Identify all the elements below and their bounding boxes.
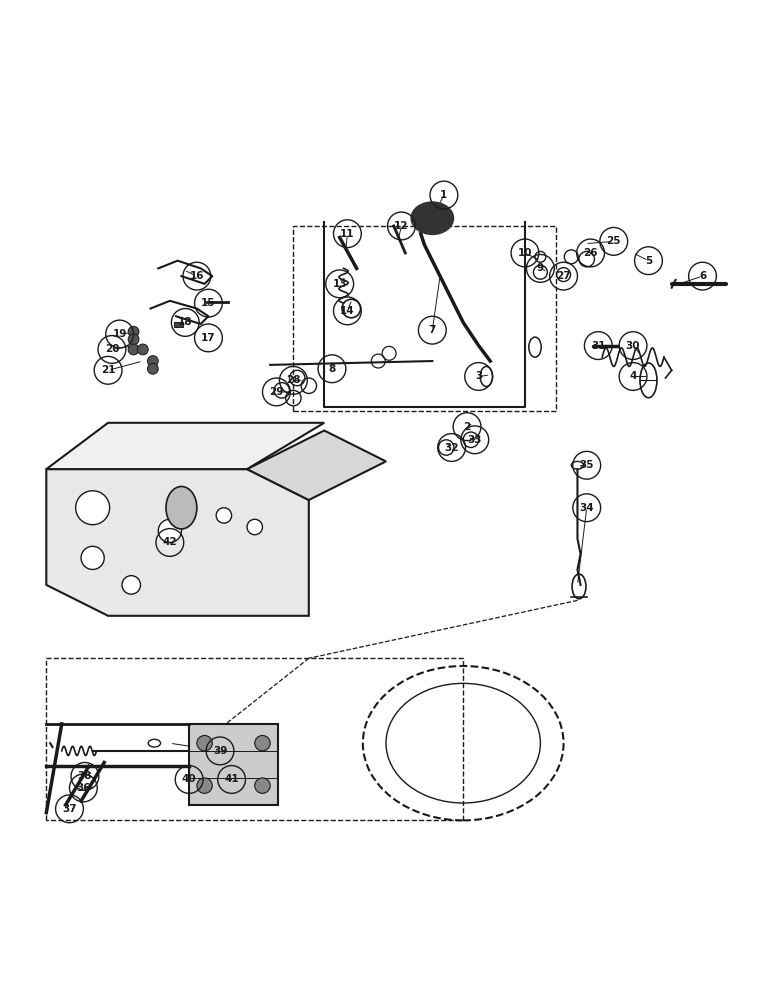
Text: 20: 20 <box>105 344 119 354</box>
Text: 4: 4 <box>629 371 637 381</box>
Ellipse shape <box>411 202 454 234</box>
Text: 28: 28 <box>286 375 300 385</box>
Text: 40: 40 <box>182 774 196 784</box>
Circle shape <box>216 508 232 523</box>
Text: 12: 12 <box>394 221 408 231</box>
Text: 18: 18 <box>178 317 192 327</box>
Text: 1: 1 <box>440 190 448 200</box>
Text: 39: 39 <box>213 746 227 756</box>
Text: 41: 41 <box>225 774 239 784</box>
Text: 14: 14 <box>340 306 354 316</box>
Circle shape <box>197 735 212 751</box>
Text: 10: 10 <box>518 248 532 258</box>
Circle shape <box>197 778 212 793</box>
Text: 32: 32 <box>445 443 459 453</box>
Polygon shape <box>247 431 386 500</box>
Polygon shape <box>46 469 309 616</box>
Text: 33: 33 <box>468 435 482 445</box>
Circle shape <box>247 519 262 535</box>
Circle shape <box>128 334 139 345</box>
Text: 17: 17 <box>201 333 215 343</box>
Circle shape <box>76 491 110 525</box>
Text: 31: 31 <box>591 341 605 351</box>
Text: 21: 21 <box>101 365 115 375</box>
Circle shape <box>147 356 158 366</box>
Text: 42: 42 <box>163 537 177 547</box>
Text: 15: 15 <box>201 298 215 308</box>
Text: 6: 6 <box>699 271 706 281</box>
Text: 37: 37 <box>63 804 76 814</box>
Text: 2: 2 <box>463 422 471 432</box>
Text: 7: 7 <box>428 325 436 335</box>
Circle shape <box>255 778 270 793</box>
Text: 3: 3 <box>475 371 482 381</box>
Text: 9: 9 <box>537 263 544 273</box>
Text: 25: 25 <box>607 236 621 246</box>
Circle shape <box>147 363 158 374</box>
Text: 29: 29 <box>269 387 283 397</box>
Circle shape <box>158 519 181 542</box>
Text: 34: 34 <box>580 503 594 513</box>
Text: 8: 8 <box>328 364 336 374</box>
Text: 35: 35 <box>580 460 594 470</box>
Polygon shape <box>189 724 278 805</box>
Circle shape <box>128 326 139 337</box>
Circle shape <box>255 735 270 751</box>
Circle shape <box>128 344 139 355</box>
Text: 11: 11 <box>340 229 354 239</box>
Text: 30: 30 <box>626 341 640 351</box>
Circle shape <box>137 344 148 355</box>
Text: 19: 19 <box>113 329 127 339</box>
Ellipse shape <box>166 486 197 529</box>
Text: 5: 5 <box>645 256 652 266</box>
Text: 16: 16 <box>190 271 204 281</box>
Circle shape <box>122 576 141 594</box>
Text: 26: 26 <box>584 248 598 258</box>
Text: 36: 36 <box>76 783 90 793</box>
Text: 13: 13 <box>333 279 347 289</box>
Circle shape <box>81 546 104 569</box>
Polygon shape <box>46 423 324 469</box>
Text: 27: 27 <box>557 271 571 281</box>
FancyBboxPatch shape <box>174 322 183 327</box>
Text: 38: 38 <box>78 771 92 781</box>
